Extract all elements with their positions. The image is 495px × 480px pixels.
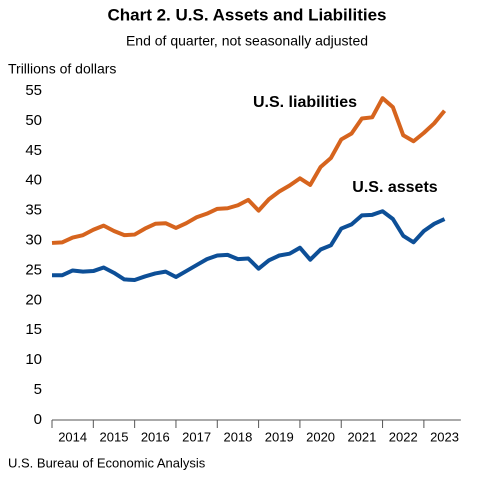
chart-subtitle: End of quarter, not seasonally adjusted [126, 33, 368, 49]
x-tick-label: 2015 [100, 429, 129, 444]
x-tick-label: 2023 [430, 429, 459, 444]
x-tick-label: 2014 [58, 429, 87, 444]
y-tick-label: 45 [25, 142, 42, 159]
x-tick-label: 2022 [389, 429, 418, 444]
x-tick-label: 2018 [223, 429, 252, 444]
x-tick-label: 2021 [347, 429, 376, 444]
y-tick-label: 30 [25, 232, 42, 249]
series-line [52, 209, 446, 283]
x-tick-label: 2020 [306, 429, 335, 444]
series-line [51, 96, 447, 245]
y-tick-label: 10 [25, 351, 42, 368]
x-tick-label: 2017 [182, 429, 211, 444]
series-label: U.S. liabilities [253, 94, 357, 111]
y-tick-label: 50 [25, 112, 42, 129]
y-tick-label: 25 [25, 261, 42, 278]
y-tick-label: 5 [34, 381, 42, 398]
series-label: U.S. assets [352, 179, 437, 196]
y-tick-label: 20 [25, 291, 42, 308]
y-tick-label: 15 [25, 321, 42, 338]
source: U.S. Bureau of Economic Analysis [8, 455, 206, 470]
y-tick-label: 55 [25, 82, 42, 99]
y-tick-label: 40 [25, 172, 42, 189]
y-axis-label: Trillions of dollars [8, 61, 116, 77]
chart-title: Chart 2. U.S. Assets and Liabilities [107, 5, 386, 24]
x-tick-label: 2019 [265, 429, 294, 444]
y-tick-label: 35 [25, 202, 42, 219]
x-tick-label: 2016 [141, 429, 170, 444]
y-tick-label: 0 [34, 411, 42, 428]
